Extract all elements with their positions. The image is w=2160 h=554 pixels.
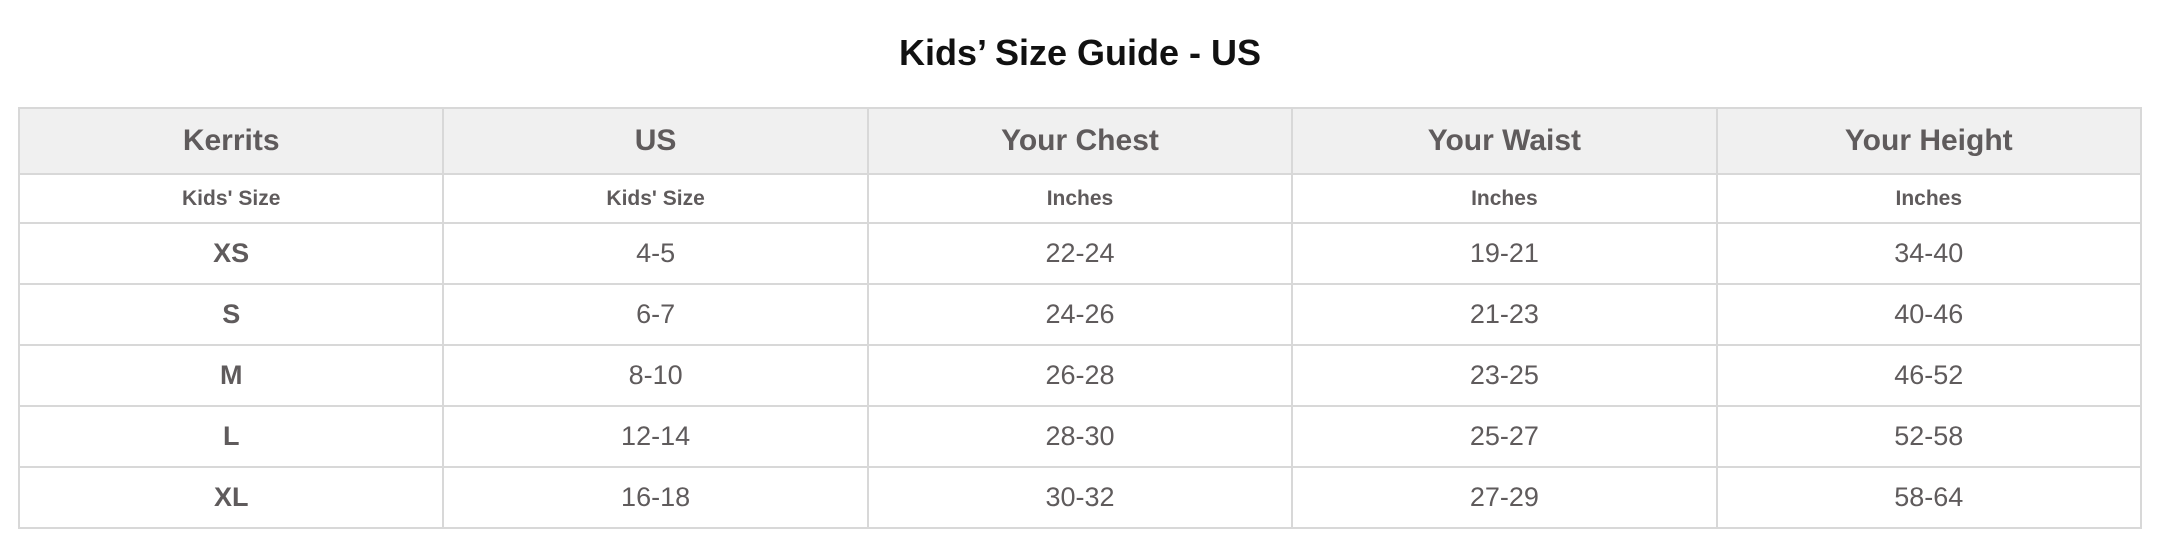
table-row: XL 16-18 30-32 27-29 58-64 bbox=[17, 466, 2143, 529]
table-cell: 25-27 bbox=[1291, 405, 1718, 468]
table-cell: 19-21 bbox=[1291, 222, 1718, 285]
table-row: L 12-14 28-30 25-27 52-58 bbox=[17, 405, 2143, 468]
table-cell: 40-46 bbox=[1715, 283, 2143, 346]
table-cell: 27-29 bbox=[1291, 466, 1718, 529]
header-row: Kerrits US Your Chest Your Waist Your He… bbox=[17, 107, 2143, 175]
subheader-cell: Inches bbox=[1715, 173, 2143, 224]
table-cell: 58-64 bbox=[1715, 466, 2143, 529]
header-kerrits: Kerrits bbox=[17, 107, 445, 175]
size-label-cell: S bbox=[17, 283, 445, 346]
size-label-cell: M bbox=[17, 344, 445, 407]
table-cell: 22-24 bbox=[866, 222, 1294, 285]
table-row: M 8-10 26-28 23-25 46-52 bbox=[17, 344, 2143, 407]
size-label-cell: XS bbox=[17, 222, 445, 285]
subheader-cell: Inches bbox=[1291, 173, 1718, 224]
table-cell: 21-23 bbox=[1291, 283, 1718, 346]
table-cell: 8-10 bbox=[442, 344, 869, 407]
header-chest: Your Chest bbox=[866, 107, 1294, 175]
header-waist: Your Waist bbox=[1291, 107, 1718, 175]
page-title: Kids’ Size Guide - US bbox=[898, 32, 1262, 73]
table-cell: 28-30 bbox=[866, 405, 1294, 468]
table-cell: 4-5 bbox=[442, 222, 869, 285]
subheader-cell: Kids' Size bbox=[442, 173, 869, 224]
table-row: S 6-7 24-26 21-23 40-46 bbox=[17, 283, 2143, 346]
table-cell: 30-32 bbox=[866, 466, 1294, 529]
table-cell: 6-7 bbox=[442, 283, 869, 346]
header-height: Your Height bbox=[1715, 107, 2143, 175]
table-cell: 24-26 bbox=[866, 283, 1294, 346]
subheader-cell: Inches bbox=[866, 173, 1294, 224]
table-cell: 34-40 bbox=[1715, 222, 2143, 285]
header-us: US bbox=[442, 107, 869, 175]
table-cell: 26-28 bbox=[866, 344, 1294, 407]
size-label-cell: XL bbox=[17, 466, 445, 529]
table-cell: 12-14 bbox=[442, 405, 869, 468]
table-cell: 52-58 bbox=[1715, 405, 2143, 468]
table-cell: 16-18 bbox=[442, 466, 869, 529]
table-row: XS 4-5 22-24 19-21 34-40 bbox=[17, 222, 2143, 285]
size-label-cell: L bbox=[17, 405, 445, 468]
table-cell: 46-52 bbox=[1715, 344, 2143, 407]
subheader-cell: Kids' Size bbox=[17, 173, 445, 224]
subheader-row: Kids' Size Kids' Size Inches Inches Inch… bbox=[17, 173, 2143, 224]
table-cell: 23-25 bbox=[1291, 344, 1718, 407]
size-guide-table: Kerrits US Your Chest Your Waist Your He… bbox=[17, 107, 2143, 529]
